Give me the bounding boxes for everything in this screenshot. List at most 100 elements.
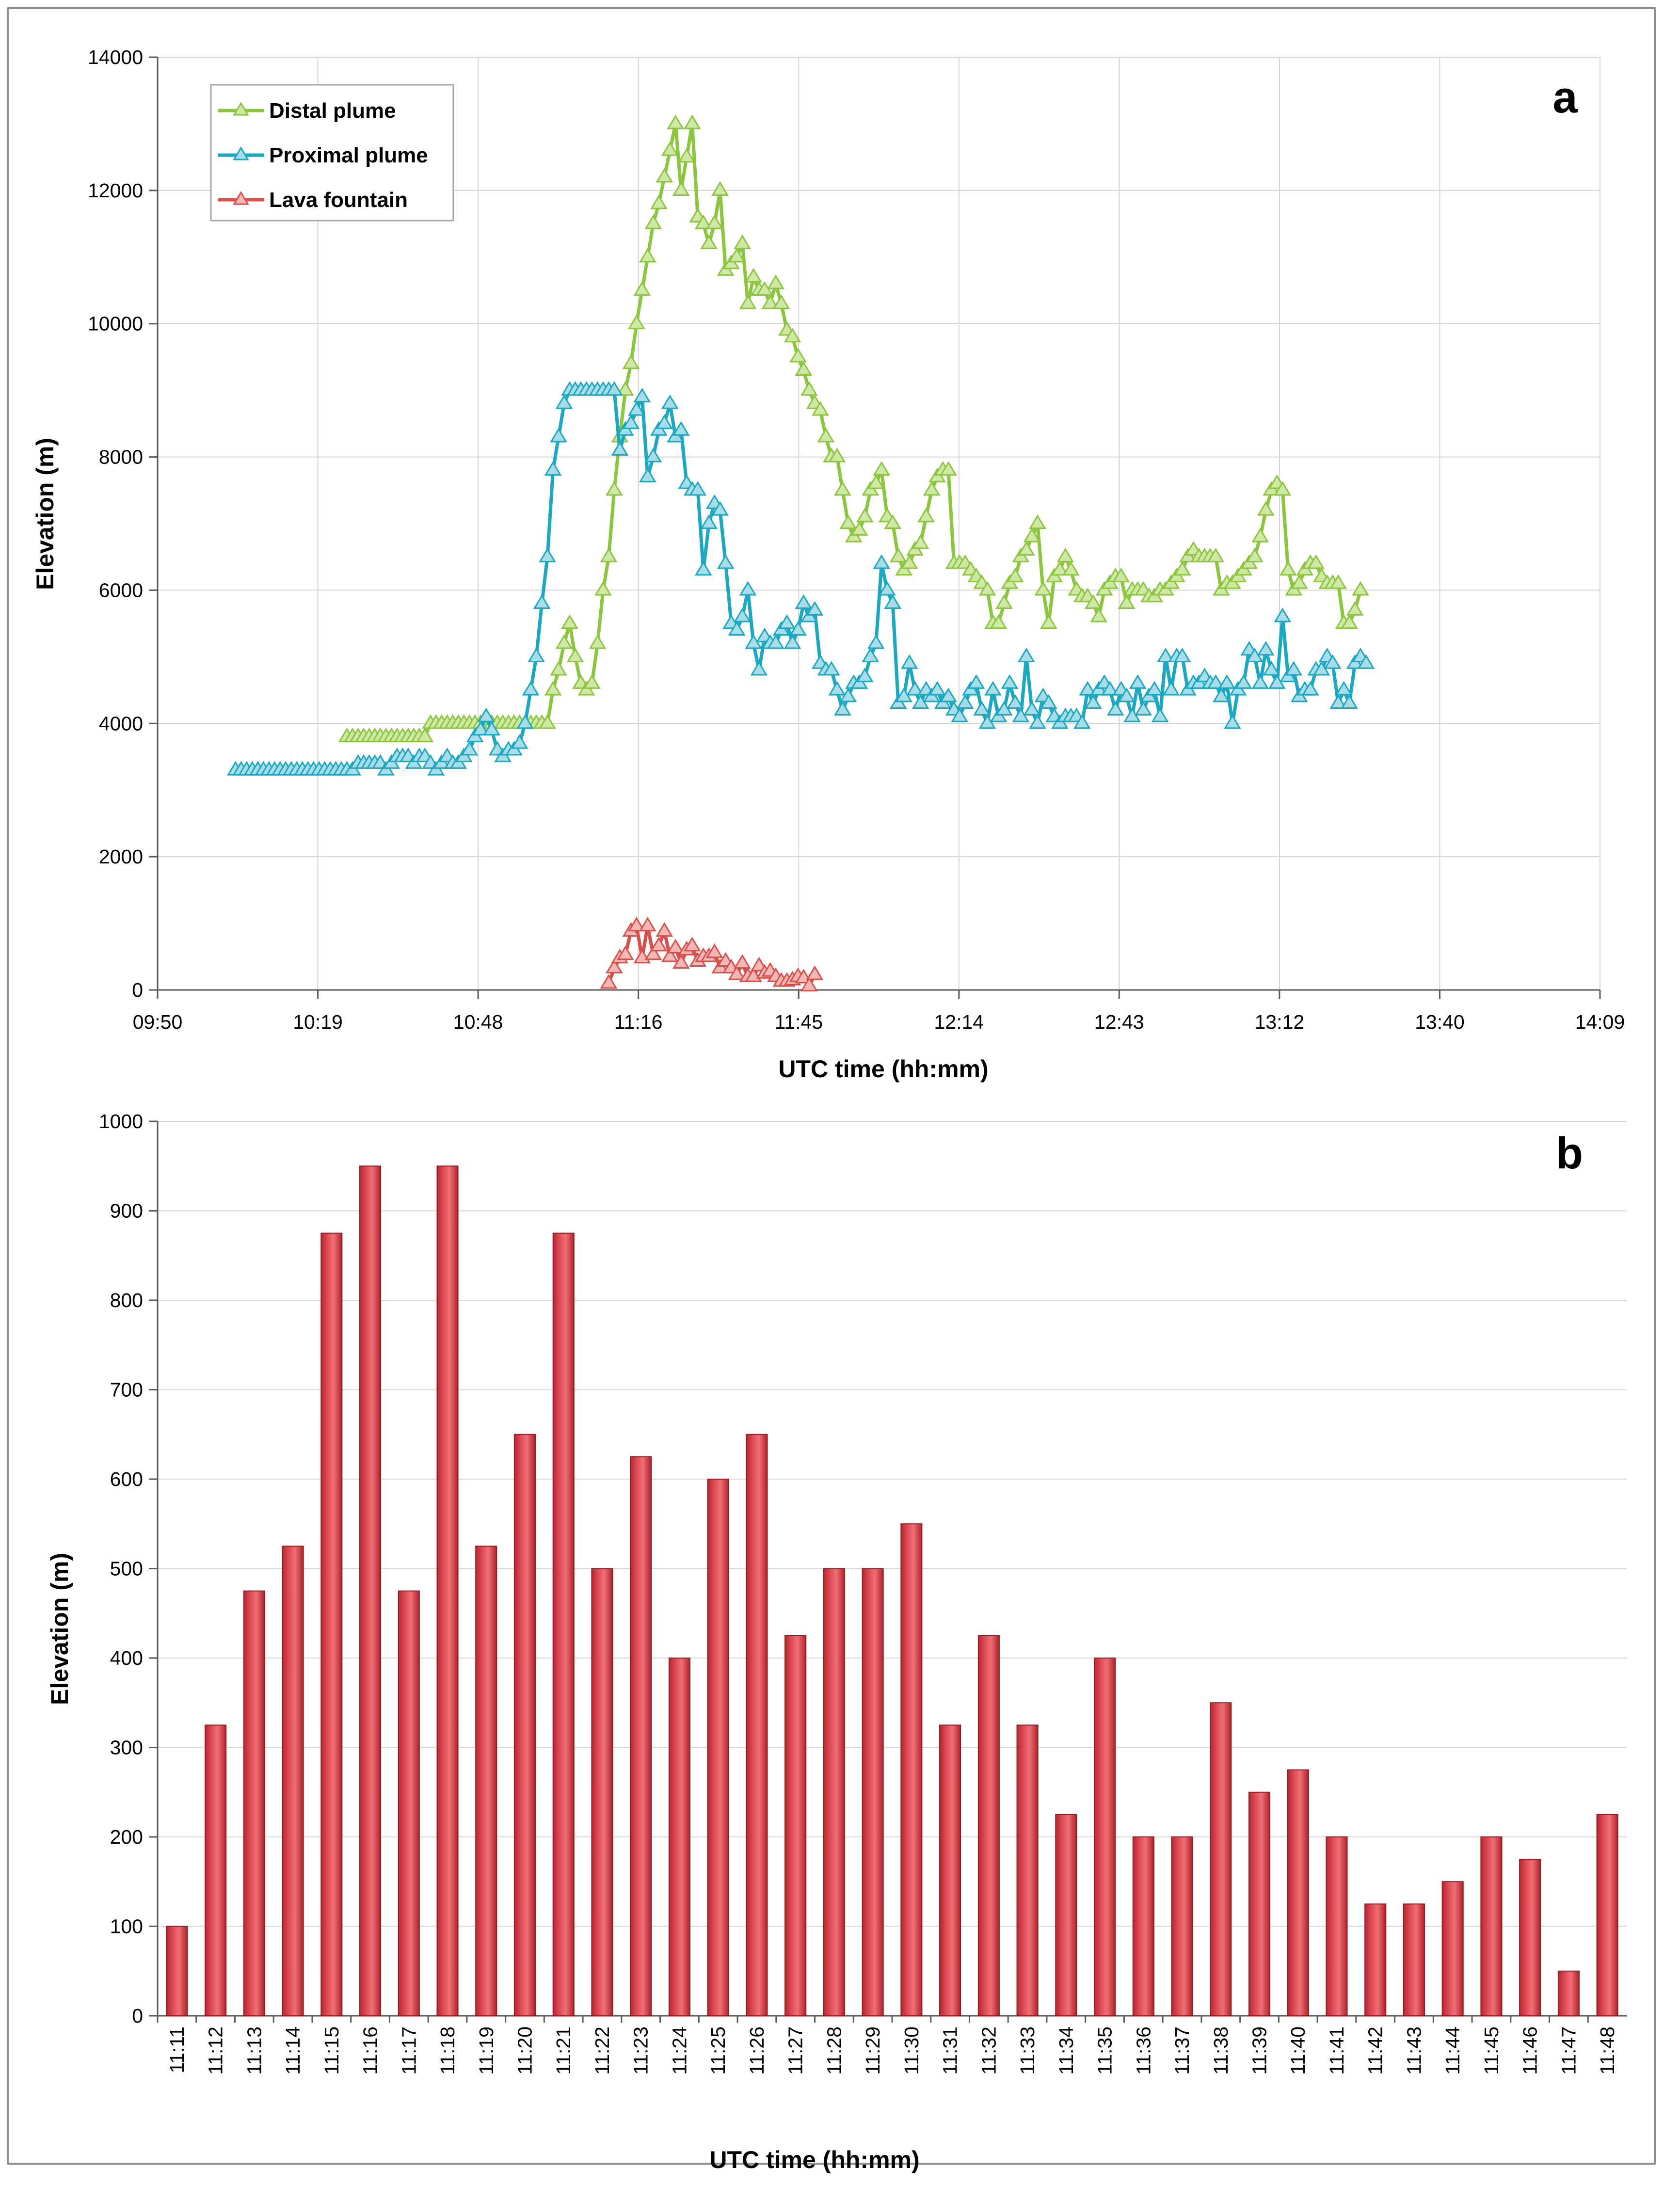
series-point (850, 521, 868, 536)
chart-b: 0 100 200 300 400 500 600 700 800 900 1000 11:11 11:… (46, 1110, 1627, 2173)
series-point (672, 181, 690, 196)
chart-b-x-tick-label: 11:43 (1403, 2026, 1425, 2075)
chart-b-x-tick-label: 11:11 (166, 2026, 188, 2073)
series-point (1007, 694, 1024, 709)
series-point (973, 701, 991, 716)
series-point (995, 594, 1013, 609)
bar-1133 (1016, 1724, 1039, 2016)
series-point (1056, 547, 1074, 562)
chart-b-x-tick-label: 11:16 (359, 2026, 382, 2075)
chart-b-x-tick-label: 11:39 (1248, 2026, 1271, 2075)
series-point (511, 734, 528, 749)
series-point (639, 917, 656, 932)
series-point (1357, 654, 1375, 669)
series-point (1062, 561, 1080, 576)
series-point (917, 508, 935, 523)
series-point (728, 965, 746, 980)
series-point (672, 421, 690, 436)
series-point (606, 481, 623, 496)
chart-b-x-tick-label: 11:42 (1364, 2026, 1387, 2075)
chart-a-x-tick-label: 10:48 (453, 1011, 503, 1033)
legend-label: Lava fountain (269, 188, 408, 212)
chart-a-x-tick-label: 13:40 (1415, 1011, 1465, 1033)
series-point (806, 965, 824, 980)
series-point (1023, 701, 1041, 716)
series-point (1029, 714, 1046, 729)
chart-b-x-tick-label: 11:31 (939, 2026, 961, 2075)
series-point (839, 514, 857, 529)
series-point (828, 447, 846, 463)
series-point (1341, 614, 1358, 629)
chart-b-x-tick-label: 11:48 (1596, 2026, 1618, 2075)
bar-1136 (1132, 1836, 1154, 2016)
chart-a-x-tick-label: 09:50 (133, 1011, 183, 1033)
series-point (951, 707, 968, 722)
series-point (1118, 687, 1136, 702)
series-point (1246, 547, 1264, 562)
bar-1132 (977, 1635, 1000, 2016)
series-point (656, 414, 673, 429)
chart-a-y-tick-label: 8000 (99, 446, 143, 468)
series-point (1001, 674, 1019, 689)
series-point (667, 939, 685, 954)
series-point (795, 361, 813, 376)
series-point (1146, 681, 1163, 696)
series-point (1224, 714, 1241, 729)
series-point (750, 661, 768, 676)
chart-b-x-tick-label: 11:34 (1055, 2026, 1077, 2075)
chart-a-y-axis-title: Elevation (m) (32, 438, 59, 590)
series-point (1207, 674, 1225, 689)
series-point (555, 634, 573, 649)
series-point (867, 634, 885, 649)
series-point (1274, 481, 1292, 496)
series-point (611, 441, 629, 456)
series-point (617, 945, 634, 960)
series-point (867, 474, 885, 489)
series-point (1257, 501, 1275, 516)
chart-a-legend: Distal plume Proximal plume Lava fountain (210, 84, 454, 222)
series-point (622, 354, 640, 369)
series-point (639, 248, 656, 263)
series-point (1218, 674, 1236, 689)
series-point (1007, 568, 1024, 583)
series-point (856, 668, 874, 683)
series-point (483, 721, 501, 736)
series-point (461, 741, 479, 756)
chart-a-x-tick-label: 12:14 (934, 1011, 984, 1033)
series-point (1335, 681, 1353, 696)
chart-b-y-tick-label: 500 (110, 1558, 143, 1580)
series-point (834, 481, 851, 496)
series-point (539, 547, 556, 562)
series-point (1279, 561, 1297, 576)
bar-1139 (1248, 1791, 1271, 2016)
series-point (477, 707, 495, 722)
chart-b-x-tick-label: 11:47 (1557, 2026, 1580, 2075)
series-line (235, 388, 1368, 772)
series-point (734, 954, 751, 969)
series-point (561, 614, 578, 629)
bar-1146 (1519, 1859, 1541, 2016)
chart-a-x-axis-title: UTC time (hh:mm) (778, 1055, 988, 1083)
series-point (1023, 527, 1041, 542)
series-point (1251, 674, 1269, 689)
bar-1122 (591, 1568, 613, 2016)
series-point (739, 581, 757, 596)
series-point (672, 954, 690, 969)
series-point (1329, 574, 1347, 589)
chart-b-x-tick-label: 11:44 (1441, 2026, 1464, 2075)
series-point (606, 381, 623, 396)
series-point (628, 917, 645, 932)
series-point (1290, 574, 1308, 589)
series-point (1090, 607, 1108, 622)
series-point (544, 681, 562, 696)
series-point (650, 194, 668, 209)
legend-item-lava-fountain: Lava fountain (218, 188, 408, 212)
series-point (717, 554, 735, 569)
chart-a-x-tick-label: 10:19 (293, 1011, 343, 1033)
chart-b-y-axis-title: Elevation (m) (46, 1553, 73, 1705)
series-point (689, 481, 707, 496)
chart-b-x-tick-label: 11:24 (668, 2026, 690, 2075)
series-point (656, 168, 673, 183)
series-point (661, 394, 679, 409)
chart-b-x-tick-label: 11:23 (630, 2026, 652, 2075)
